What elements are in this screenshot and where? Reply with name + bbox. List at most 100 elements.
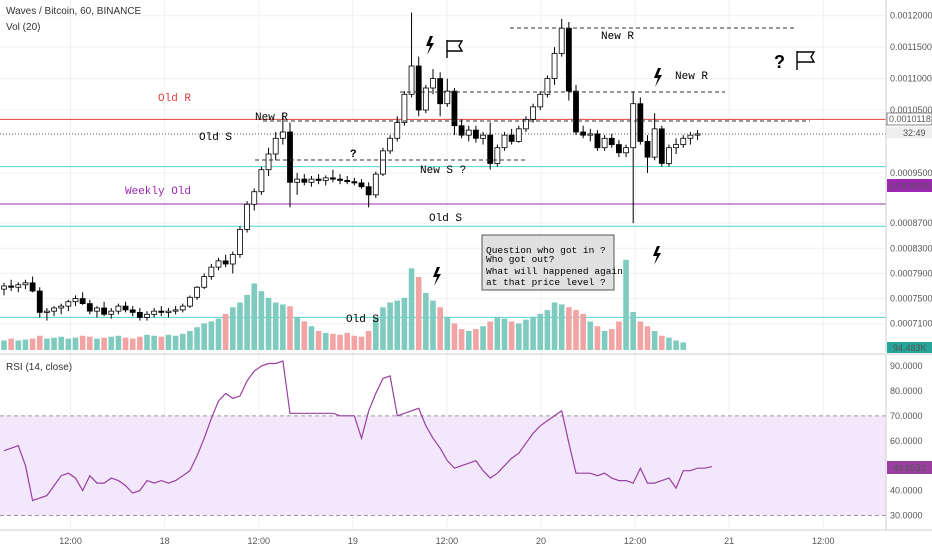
price-tick-label: 0.0008700 bbox=[890, 218, 932, 228]
candle bbox=[687, 132, 694, 145]
candle bbox=[122, 301, 129, 313]
price-tick-label: 0.0007900 bbox=[890, 268, 932, 278]
candle bbox=[215, 257, 222, 271]
candle bbox=[358, 179, 365, 189]
time-tick-label: 19 bbox=[348, 536, 358, 546]
volume-bar bbox=[144, 334, 150, 350]
volume-bar bbox=[337, 334, 343, 350]
candle bbox=[1, 282, 7, 296]
volume-bar bbox=[72, 337, 79, 350]
candle bbox=[8, 279, 15, 292]
candle bbox=[279, 113, 286, 145]
candle bbox=[694, 130, 701, 141]
volume-bar bbox=[208, 321, 215, 350]
candle bbox=[658, 125, 665, 167]
rsi-value-text: 49.6533 bbox=[893, 463, 926, 473]
candle bbox=[487, 122, 494, 170]
lightning-icons bbox=[426, 36, 662, 286]
volume-indicator-label: Vol (20) bbox=[6, 22, 40, 33]
price-axis: 0.00120000.00115000.00110000.00105000.00… bbox=[890, 11, 932, 329]
candle bbox=[616, 140, 622, 158]
time-tick-label: 20 bbox=[536, 536, 546, 546]
last-price-badge bbox=[886, 112, 932, 126]
volume-bar bbox=[58, 336, 64, 350]
volume-bar bbox=[587, 321, 594, 350]
volume-badge bbox=[887, 342, 932, 353]
dashed-lines bbox=[255, 27, 810, 161]
volume-bar bbox=[201, 323, 207, 350]
volume-bar bbox=[330, 333, 336, 350]
flag-icon bbox=[446, 40, 464, 58]
volume-bar bbox=[558, 304, 565, 350]
volume-bar bbox=[401, 297, 408, 350]
volume-bar bbox=[637, 321, 644, 350]
volume-bar bbox=[415, 276, 422, 350]
old-s-top-label: Old S bbox=[199, 132, 232, 144]
candle bbox=[415, 56, 422, 117]
candle bbox=[351, 177, 358, 186]
lightning-icon bbox=[426, 36, 434, 55]
candle bbox=[380, 147, 386, 176]
candle bbox=[573, 84, 579, 136]
candle bbox=[515, 125, 522, 143]
candle bbox=[394, 116, 401, 142]
price-tick-label: 0.0010500 bbox=[890, 105, 932, 115]
price-tick-label: 0.0009500 bbox=[890, 168, 932, 178]
volume-bar bbox=[165, 334, 172, 350]
candle bbox=[58, 303, 65, 315]
candle bbox=[680, 135, 687, 148]
volume-bar bbox=[601, 331, 608, 350]
candle bbox=[222, 254, 229, 268]
volume-bar bbox=[380, 307, 386, 350]
price-tick-label: 0.0011500 bbox=[890, 42, 932, 52]
volume-bar bbox=[222, 313, 229, 350]
candle bbox=[136, 308, 143, 321]
candle bbox=[401, 91, 408, 126]
candle bbox=[151, 308, 158, 318]
volume-bar bbox=[301, 321, 308, 350]
candle bbox=[480, 132, 486, 145]
time-tick-label: 12:00 bbox=[624, 536, 647, 546]
volume-bar bbox=[215, 318, 222, 350]
volume-bar bbox=[580, 313, 586, 350]
candle bbox=[22, 279, 29, 290]
candle bbox=[94, 306, 100, 318]
candle bbox=[158, 306, 165, 317]
volume-bar bbox=[272, 302, 279, 350]
volume-bar bbox=[566, 307, 572, 350]
note-box bbox=[481, 234, 615, 291]
candle bbox=[115, 303, 122, 315]
rsi-value-badge bbox=[887, 461, 932, 474]
volume-bar bbox=[51, 337, 57, 350]
candle bbox=[36, 287, 43, 318]
candle bbox=[201, 273, 208, 290]
candle bbox=[129, 306, 136, 317]
volume-bar bbox=[573, 310, 579, 350]
svg-text:Question who got in ?: Question who got in ? bbox=[486, 245, 606, 256]
candle bbox=[322, 175, 329, 186]
rsi-line bbox=[3, 360, 713, 502]
volume-bar bbox=[230, 307, 236, 350]
volume-bar bbox=[94, 338, 100, 350]
candle bbox=[344, 176, 351, 185]
lightning-icon bbox=[654, 68, 662, 87]
weekly-old-label: Weekly Old bbox=[125, 186, 191, 198]
candle bbox=[329, 169, 336, 183]
lightning-icon bbox=[433, 267, 441, 286]
volume-value-text: 94.483K bbox=[893, 343, 927, 353]
candle bbox=[258, 166, 265, 195]
volume-bar bbox=[651, 331, 658, 350]
volume-bar bbox=[251, 283, 258, 350]
flag-icon bbox=[796, 51, 816, 70]
volume-bar bbox=[115, 335, 122, 350]
volume-bar bbox=[308, 326, 315, 350]
candle bbox=[651, 113, 658, 161]
old-r-label: Old R bbox=[158, 93, 191, 105]
rsi-tick-label: 80.0000 bbox=[890, 386, 923, 396]
horizontal-lines bbox=[0, 118, 886, 318]
volume-bar bbox=[8, 338, 14, 350]
candle bbox=[472, 125, 479, 143]
rsi-tick-label: 70.0000 bbox=[890, 411, 923, 421]
volume-bar bbox=[537, 313, 544, 350]
rsi-polyline bbox=[3, 360, 713, 502]
